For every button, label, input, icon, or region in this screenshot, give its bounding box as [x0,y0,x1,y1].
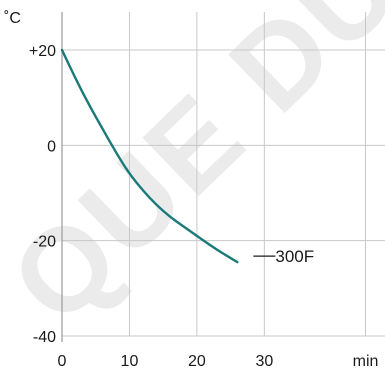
y-tick-labels: +20 0 -20 -40 [29,43,56,346]
x-tick-label: min [353,353,379,370]
y-axis-unit: ˚C [4,10,21,27]
gridlines [62,12,385,337]
series-line-300f [60,48,239,264]
y-tick-label: -20 [33,234,56,251]
series-label: 300F [275,247,314,266]
y-tick-label: 0 [47,138,56,155]
watermark-text: QUE DU [0,0,385,349]
y-tick-label: -40 [33,329,56,346]
x-tick-labels: 0 10 20 30 min [58,353,379,370]
x-tick-label: 20 [188,353,206,370]
series-lines: 300F [60,48,314,266]
x-tick-label: 30 [255,353,273,370]
x-tick-label: 10 [121,353,139,370]
y-tick-label: +20 [29,43,56,60]
x-tick-label: 0 [58,353,67,370]
